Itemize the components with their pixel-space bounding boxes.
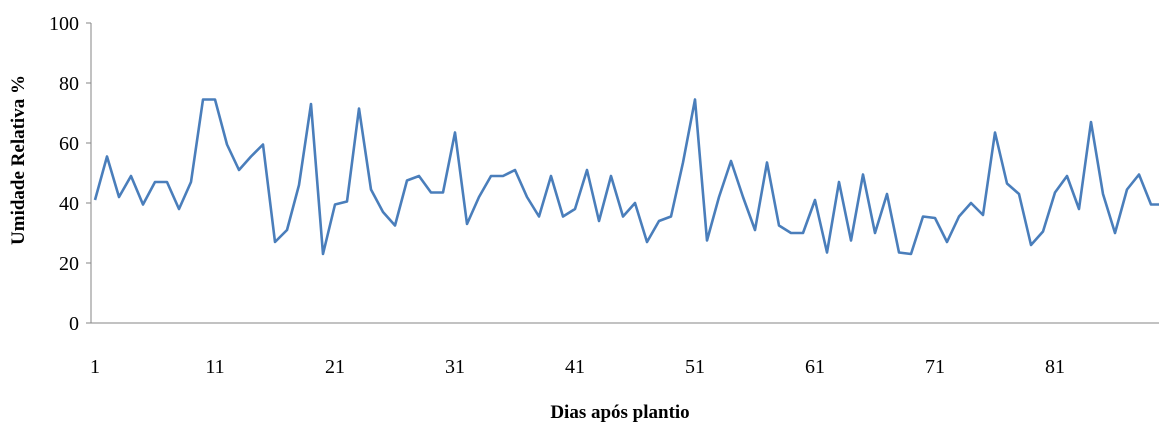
y-axis-title: Umidade Relativa %	[8, 75, 29, 245]
x-axis-ticks: 1 11 21 31 41 51 61 71 81	[90, 356, 1065, 378]
x-tick-label: 81	[1045, 356, 1065, 378]
y-axis-ticks: 0 20 40 60 80 100	[49, 13, 91, 335]
x-tick-label: 1	[90, 356, 100, 378]
x-tick-label: 71	[925, 356, 945, 378]
x-tick-label: 51	[685, 356, 705, 378]
y-tick-label: 40	[59, 193, 79, 215]
y-tick-label: 80	[59, 73, 79, 95]
x-tick-label: 31	[445, 356, 465, 378]
y-tick-label: 60	[59, 133, 79, 155]
y-tick-label: 0	[69, 313, 79, 335]
y-tick-label: 100	[49, 13, 79, 35]
x-tick-label: 11	[205, 356, 224, 378]
x-tick-label: 21	[325, 356, 345, 378]
x-axis-title: Dias após plantio	[550, 402, 689, 423]
series-line	[93, 98, 1159, 256]
x-tick-label: 61	[805, 356, 825, 378]
y-tick-label: 20	[59, 253, 79, 275]
x-tick-label: 41	[565, 356, 585, 378]
